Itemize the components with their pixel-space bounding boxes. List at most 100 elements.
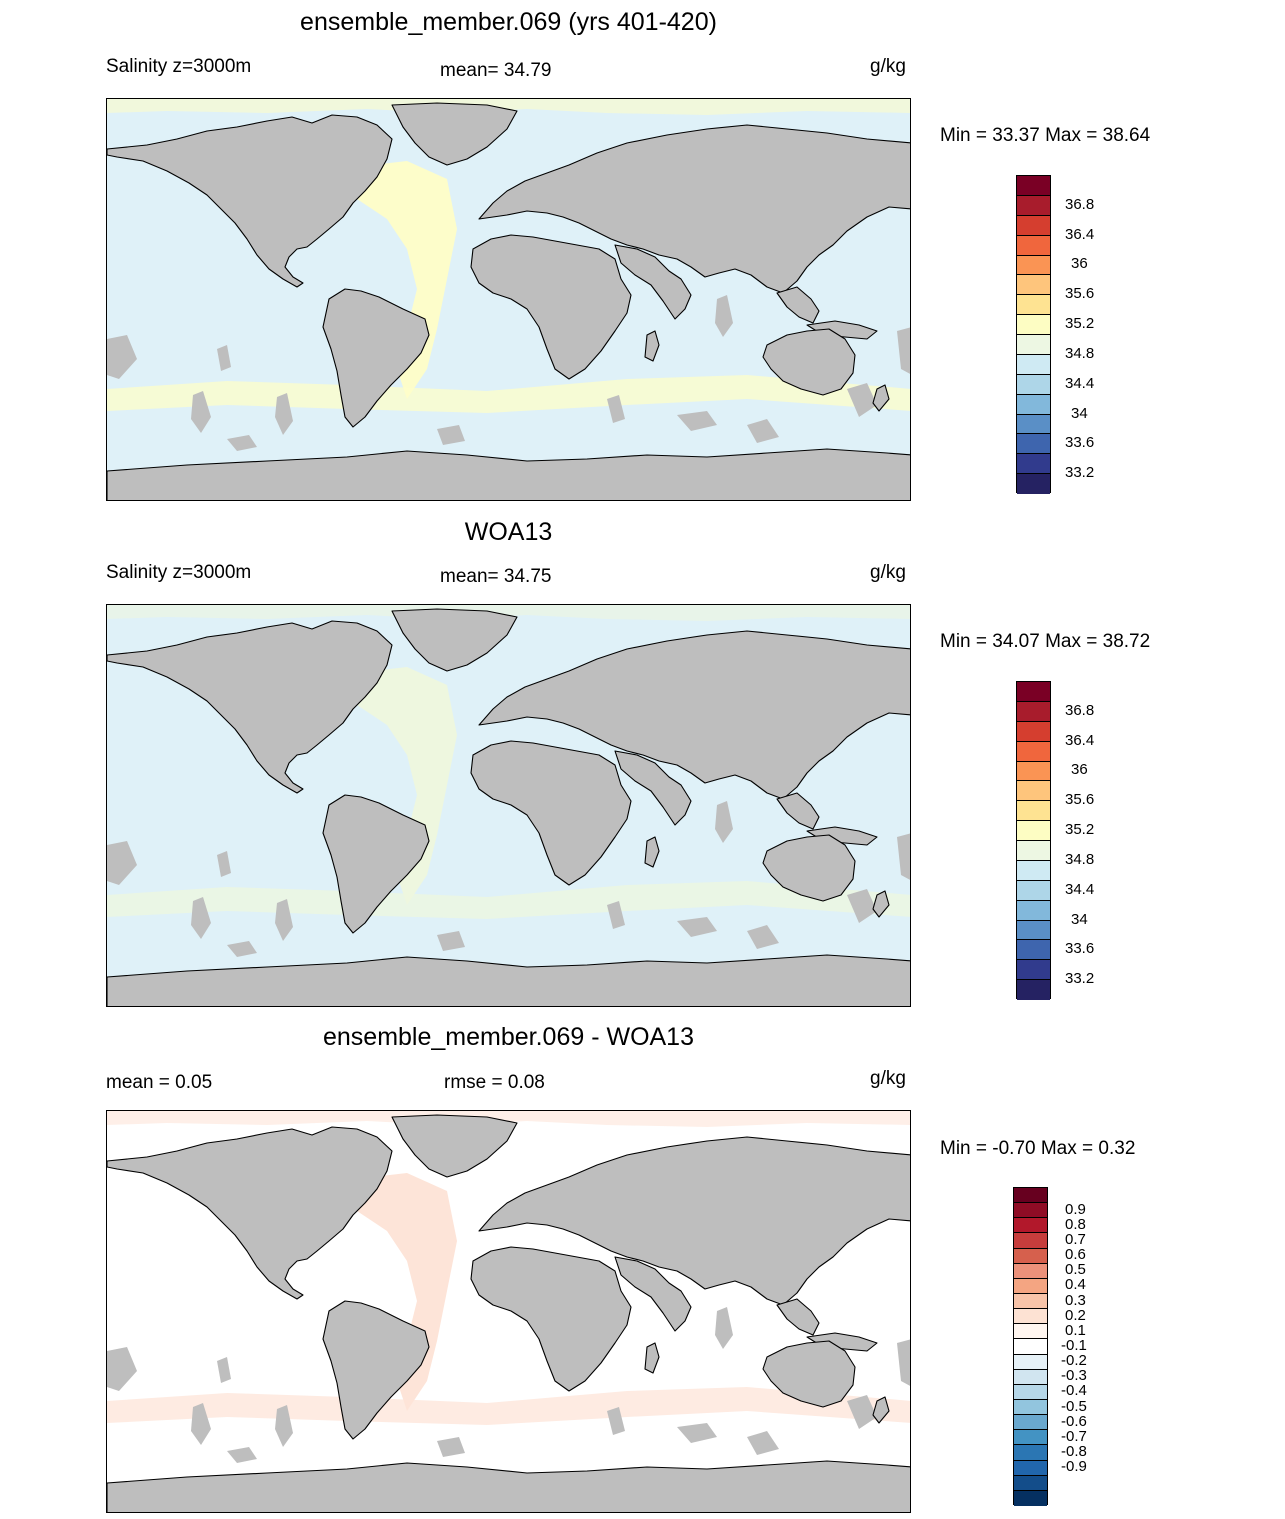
colorbar-tick-label: 35.6 [1065,791,1095,809]
colorbar-tick-label: 33.2 [1065,970,1095,988]
colorbar-tick-label: -0.4 [1061,1382,1087,1400]
landmass [391,102,518,166]
landmass [107,1126,393,1300]
landmass [762,1340,856,1408]
gray-patch [677,1423,717,1443]
landmass [107,1460,910,1512]
landmass [776,792,820,830]
southern-band [107,1387,910,1425]
landmass [470,740,632,886]
gray-patch [107,335,137,379]
gray-patch [897,327,910,374]
colorbar-swatch [1014,1369,1047,1385]
colorbar-swatch [1017,414,1050,435]
panel2-colorbar [1016,681,1051,1000]
gray-patch [607,395,625,423]
colorbar-tick-label: 36 [1071,255,1088,273]
colorbar-swatch [1014,1218,1047,1234]
colorbar-swatch [1014,1475,1047,1491]
colorbar-tick-label: 34.4 [1065,880,1095,898]
colorbar-tick-label: 0.7 [1065,1231,1086,1248]
landmass [776,1298,820,1336]
gray-patch [677,917,717,937]
colorbar-swatch [1017,781,1050,802]
colorbar-tick-label: 33.2 [1065,464,1095,482]
colorbar-tick-label: 34.8 [1065,344,1095,362]
landmass [470,1246,632,1392]
panel1-units-label: g/kg [870,56,906,77]
colorbar-swatch [1017,176,1050,196]
panel1-title: ensemble_member.069 (yrs 401-420) [300,8,717,36]
gray-patch [715,295,733,337]
gray-patch [275,1405,293,1447]
gray-patch [747,1431,779,1455]
panel3-map-drawing [107,1111,910,1512]
colorbar-swatch [1017,454,1050,475]
gray-patch [437,425,465,445]
colorbar-tick-label: -0.9 [1061,1458,1087,1476]
landmass [322,288,430,428]
gray-patch [847,889,877,923]
panel3-units-label: g/kg [870,1068,906,1089]
colorbar-swatch [1017,900,1050,921]
gray-patch [677,411,717,431]
panel1-mean-label: mean= 34.79 [440,60,552,81]
panel3-colorbar [1013,1187,1048,1506]
colorbar-swatch [1014,1415,1047,1431]
panel3-minmax: Min = -0.70 Max = 0.32 [940,1138,1136,1159]
landmass [107,620,393,794]
colorbar-tick-label: 36.4 [1065,731,1095,749]
colorbar-tick-label: 33.6 [1065,940,1095,958]
southern-band [107,375,910,413]
panel2-map-drawing [107,605,910,1006]
colorbar-swatch [1014,1384,1047,1400]
landmass [107,954,910,1006]
colorbar-tick-label: 35.2 [1065,315,1095,333]
colorbar-tick-label: -0.7 [1061,1427,1087,1445]
gray-patch [715,1307,733,1349]
colorbar-tick-label: -0.3 [1061,1367,1087,1385]
landmass [776,286,820,324]
gray-patch [191,1403,211,1445]
colorbar-tick-label: 35.2 [1065,821,1095,839]
colorbar-swatch [1014,1188,1047,1204]
landmass [872,384,890,412]
colorbar-tick-label: 36.8 [1065,195,1095,213]
landmass [478,630,910,800]
gray-patch [607,1407,625,1435]
arctic-band [107,605,910,621]
arctic-band [107,99,910,115]
gray-patch [747,925,779,949]
colorbar-swatch [1014,1430,1047,1446]
colorbar-swatch [1014,1293,1047,1310]
colorbar-swatch [1014,1263,1047,1279]
colorbar-tick-label: 0.6 [1065,1246,1086,1264]
colorbar-swatch [1017,315,1050,335]
panel3-map [106,1110,911,1513]
gray-patch [897,833,910,880]
gray-patch [227,435,257,451]
colorbar-tick-label: 34.8 [1065,850,1095,868]
colorbar-tick-label: -0.2 [1061,1352,1087,1370]
colorbar-tick-label: 36 [1071,761,1088,779]
colorbar-swatch [1017,841,1050,861]
landmass [762,328,856,396]
panel1-variable-label: Salinity z=3000m [106,56,252,77]
gray-patch [217,345,231,371]
landmass [470,234,632,380]
gray-patch [747,419,779,443]
colorbar-swatch [1014,1248,1047,1264]
colorbar-tick-label: 0.3 [1065,1291,1086,1309]
landmass [644,1342,660,1374]
panel3-title: ensemble_member.069 - WOA13 [322,1023,694,1051]
colorbar-tick-label: 36.8 [1065,701,1095,719]
panel1-map-drawing [107,99,910,500]
colorbar-swatch [1017,295,1050,316]
colorbar-swatch [1014,1460,1047,1476]
panel2-title: WOA13 [464,518,553,546]
panel2-map [106,604,911,1007]
gray-patch [191,897,211,939]
colorbar-swatch [1014,1354,1047,1370]
landmass [614,1256,692,1332]
colorbar-swatch [1017,195,1050,216]
